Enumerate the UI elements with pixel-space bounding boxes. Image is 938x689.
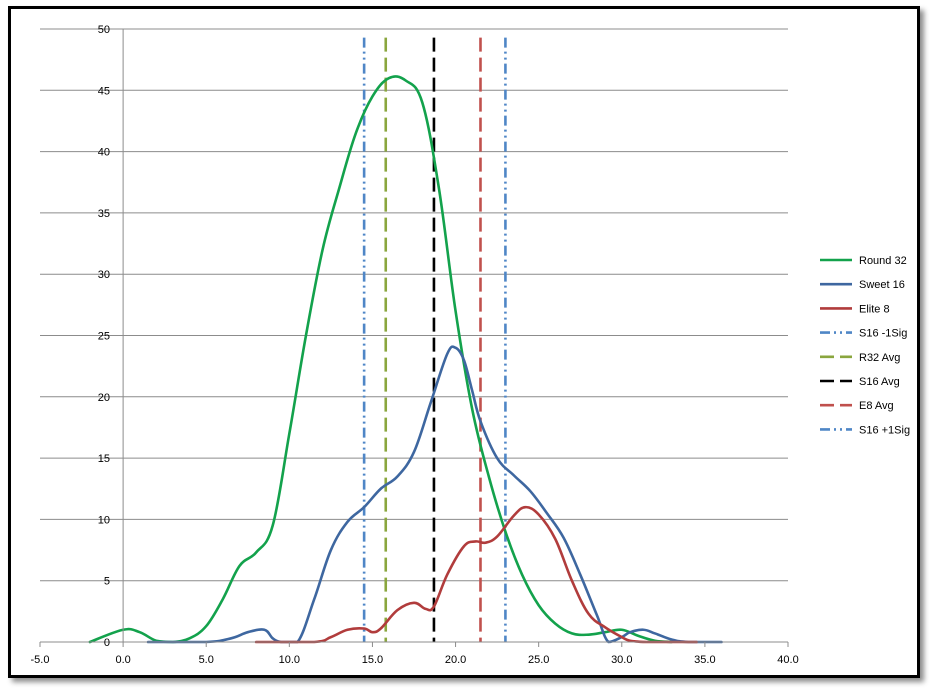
legend-item: R32 Avg [820, 352, 900, 364]
legend-label: Elite 8 [859, 303, 890, 315]
legend-item: S16 -1Sig [820, 328, 907, 340]
legend-item: Elite 8 [820, 303, 890, 315]
legend-label: R32 Avg [859, 352, 900, 364]
y-tick-label: 35 [98, 208, 110, 220]
x-tick-label: 15.0 [362, 654, 383, 666]
y-tick-label: 0 [104, 637, 110, 649]
x-tick-label: -5.0 [31, 654, 50, 666]
legend-item: Round 32 [820, 255, 907, 267]
x-tick-label: 35.0 [694, 654, 715, 666]
legend-item: E8 Avg [820, 400, 894, 412]
x-tick-label: 40.0 [777, 654, 798, 666]
axes [39, 29, 789, 647]
grid-lines [40, 28, 788, 582]
x-tick-label: 20.0 [445, 654, 466, 666]
legend-label: S16 Avg [859, 376, 900, 388]
x-tick-label: 5.0 [199, 654, 214, 666]
x-tick-label: 25.0 [528, 654, 549, 666]
y-tick-labels: 0 5 10 15 20 25 30 35 40 45 50 [98, 24, 110, 649]
x-tick-label: 0.0 [115, 654, 130, 666]
x-tick-label: 30.0 [611, 654, 632, 666]
chart-frame [8, 6, 920, 678]
series-lines [88, 75, 723, 644]
legend-item: Sweet 16 [820, 279, 905, 291]
y-tick-label: 50 [98, 24, 110, 36]
x-tick-label: 10.0 [279, 654, 300, 666]
reference-lines [362, 37, 507, 642]
x-tick-labels: -5.0 0.0 5.0 10.0 15.0 20.0 25.0 30.0 35.0 40.0 [31, 654, 799, 666]
y-tick-label: 30 [98, 269, 110, 281]
legend: Round 32 Sweet 16 Elite 8 S16 -1Sig R32 Avg S… [820, 255, 910, 436]
y-tick-label: 5 [104, 576, 110, 588]
legend-label: S16 -1Sig [859, 328, 907, 340]
legend-item: S16 +1Sig [820, 424, 910, 436]
y-tick-label: 10 [98, 514, 110, 526]
y-tick-label: 45 [98, 85, 110, 97]
y-tick-label: 25 [98, 331, 110, 343]
y-tick-label: 20 [98, 392, 110, 404]
y-tick-label: 15 [98, 453, 110, 465]
legend-item: S16 Avg [820, 376, 900, 388]
legend-label: Sweet 16 [859, 279, 905, 291]
legend-label: Round 32 [859, 255, 907, 267]
y-tick-label: 40 [98, 147, 110, 159]
series-line [88, 75, 673, 644]
series-line [254, 505, 698, 644]
legend-label: E8 Avg [859, 400, 894, 412]
legend-label: S16 +1Sig [859, 424, 910, 436]
